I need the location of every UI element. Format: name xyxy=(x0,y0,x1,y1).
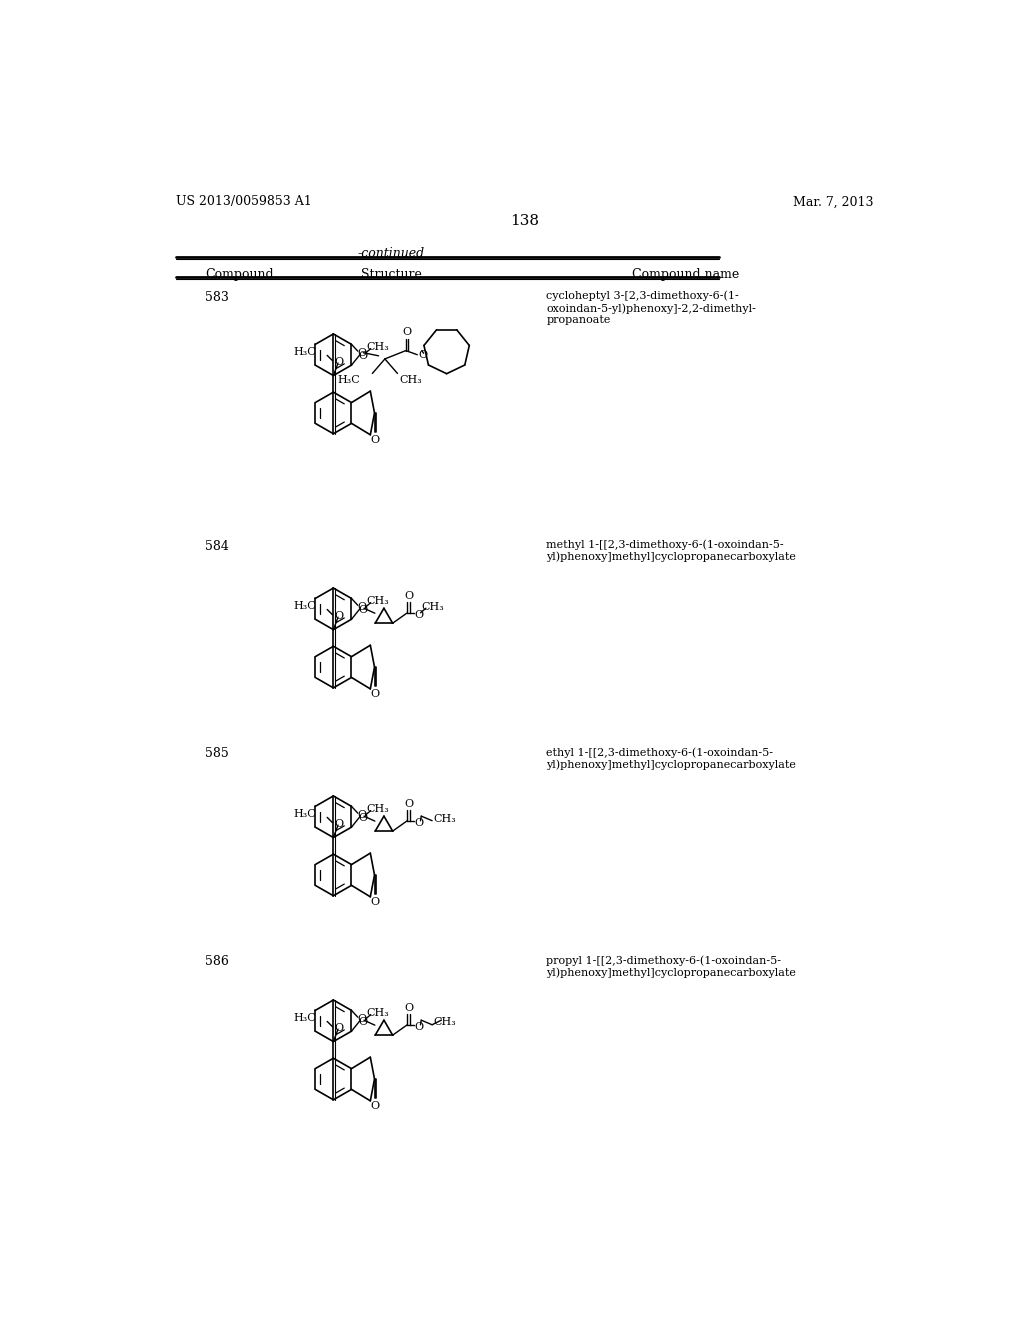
Text: 138: 138 xyxy=(510,214,540,228)
Text: US 2013/0059853 A1: US 2013/0059853 A1 xyxy=(176,195,311,209)
Text: H₃C: H₃C xyxy=(294,602,316,611)
Text: propyl 1-[[2,3-dimethoxy-6-(1-oxoindan-5-
yl)phenoxy]methyl]cyclopropanecarboxyl: propyl 1-[[2,3-dimethoxy-6-(1-oxoindan-5… xyxy=(547,956,797,978)
Text: 586: 586 xyxy=(206,956,229,969)
Text: O: O xyxy=(415,610,423,620)
Text: CH₃: CH₃ xyxy=(399,375,422,385)
Text: O: O xyxy=(370,689,379,698)
Text: 584: 584 xyxy=(206,540,229,553)
Text: Mar. 7, 2013: Mar. 7, 2013 xyxy=(793,195,873,209)
Text: Compound name: Compound name xyxy=(632,268,739,281)
Text: Compound: Compound xyxy=(206,268,274,281)
Text: -continued: -continued xyxy=(358,247,425,260)
Text: O: O xyxy=(370,434,379,445)
Text: O: O xyxy=(334,611,343,620)
Text: Structure: Structure xyxy=(361,268,422,281)
Text: O: O xyxy=(404,1003,414,1012)
Text: 583: 583 xyxy=(206,290,229,304)
Text: CH₃: CH₃ xyxy=(433,1016,457,1027)
Text: O: O xyxy=(358,1016,368,1027)
Text: O: O xyxy=(357,602,367,611)
Text: O: O xyxy=(404,799,414,809)
Text: CH₃: CH₃ xyxy=(433,814,457,824)
Text: H₃C: H₃C xyxy=(294,1014,316,1023)
Text: O: O xyxy=(334,818,343,829)
Text: O: O xyxy=(357,1014,367,1024)
Text: H₃C: H₃C xyxy=(294,347,316,358)
Text: CH₃: CH₃ xyxy=(367,1008,389,1018)
Text: 585: 585 xyxy=(206,747,229,760)
Text: cycloheptyl 3-[2,3-dimethoxy-6-(1-
oxoindan-5-yl)phenoxy]-2,2-dimethyl-
propanoa: cycloheptyl 3-[2,3-dimethoxy-6-(1- oxoin… xyxy=(547,290,757,325)
Text: O: O xyxy=(357,809,367,820)
Text: O: O xyxy=(334,1023,343,1032)
Text: CH₃: CH₃ xyxy=(367,597,389,606)
Text: H₃C: H₃C xyxy=(294,809,316,820)
Text: O: O xyxy=(358,605,368,615)
Text: O: O xyxy=(404,591,414,601)
Text: O: O xyxy=(358,813,368,822)
Text: O: O xyxy=(415,818,423,828)
Text: O: O xyxy=(357,347,367,358)
Text: CH₃: CH₃ xyxy=(367,804,389,814)
Text: O: O xyxy=(418,350,427,360)
Text: O: O xyxy=(334,356,343,367)
Text: O: O xyxy=(370,896,379,907)
Text: O: O xyxy=(358,351,368,360)
Text: O: O xyxy=(370,1101,379,1111)
Text: H₃C: H₃C xyxy=(337,375,360,385)
Text: CH₃: CH₃ xyxy=(367,342,389,352)
Text: O: O xyxy=(415,1022,423,1032)
Text: CH₃: CH₃ xyxy=(421,602,444,611)
Text: O: O xyxy=(402,326,412,337)
Text: methyl 1-[[2,3-dimethoxy-6-(1-oxoindan-5-
yl)phenoxy]methyl]cyclopropanecarboxyl: methyl 1-[[2,3-dimethoxy-6-(1-oxoindan-5… xyxy=(547,540,797,562)
Text: ethyl 1-[[2,3-dimethoxy-6-(1-oxoindan-5-
yl)phenoxy]methyl]cyclopropanecarboxyla: ethyl 1-[[2,3-dimethoxy-6-(1-oxoindan-5-… xyxy=(547,747,797,771)
